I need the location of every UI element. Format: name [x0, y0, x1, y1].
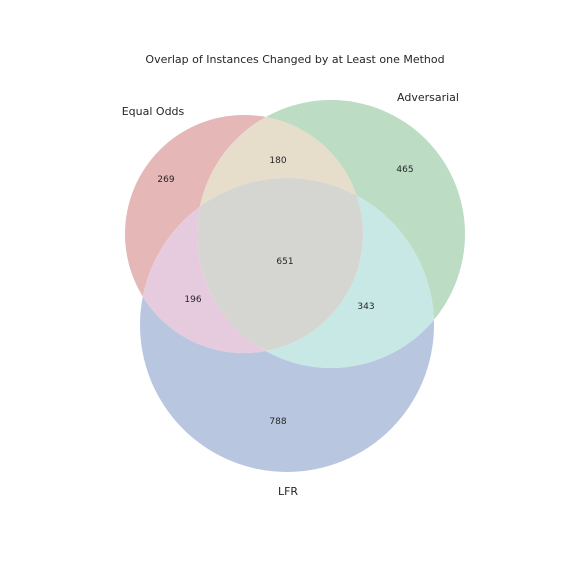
- diagram-title: Overlap of Instances Changed by at Least…: [145, 53, 444, 66]
- count-adversarial-only: 465: [396, 165, 413, 175]
- count-equal-odds-adversarial: 180: [269, 156, 286, 166]
- count-all-three: 651: [276, 257, 293, 267]
- count-adversarial-lfr: 343: [357, 302, 374, 312]
- count-equal-odds-only: 269: [157, 175, 174, 185]
- set-label-equal-odds: Equal Odds: [122, 105, 185, 118]
- set-label-lfr: LFR: [278, 485, 298, 498]
- region-all-three: [197, 178, 363, 353]
- count-lfr-only: 788: [269, 417, 286, 427]
- set-label-adversarial: Adversarial: [397, 91, 459, 104]
- count-equal-odds-lfr: 196: [184, 295, 201, 305]
